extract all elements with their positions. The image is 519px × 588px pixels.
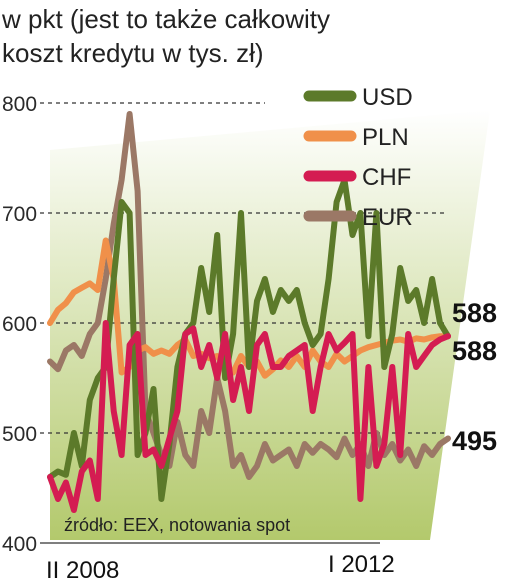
series-lines: [47, 111, 451, 513]
legend-label-pln: PLN: [362, 124, 409, 151]
x-tick-label-end: I 2012: [328, 551, 395, 578]
y-axis: 400 500 600 700 800: [2, 93, 37, 556]
y-tick-label-500: 500: [2, 423, 37, 446]
end-labels: 588 588 495: [452, 298, 497, 456]
series-line-usd: [47, 177, 451, 502]
source-note: źródło: EEX, notowania spot: [64, 515, 290, 535]
y-tick-label-600: 600: [2, 313, 37, 336]
legend-label-chf: CHF: [362, 164, 411, 191]
y-tick-label-700: 700: [2, 203, 37, 226]
legend: USD PLN CHF EUR: [303, 84, 413, 231]
end-label-eur: 495: [452, 426, 497, 456]
y-tick-label-800: 800: [2, 93, 37, 116]
subtitle-line-2: koszt kredytu w tys. zł): [2, 38, 264, 68]
chart-subtitle: w pkt (jest to także całkowity koszt kre…: [2, 2, 517, 70]
x-tick-label-start: II 2008: [46, 557, 119, 584]
legend-label-usd: USD: [362, 84, 413, 111]
series-line-chf: [47, 320, 451, 513]
end-label-pln: 588: [452, 336, 497, 366]
subtitle-line-1: w pkt (jest to także całkowity: [2, 4, 330, 34]
end-label-usd: 588: [452, 298, 497, 328]
legend-label-eur: EUR: [362, 204, 413, 231]
y-tick-label-400: 400: [2, 533, 37, 556]
